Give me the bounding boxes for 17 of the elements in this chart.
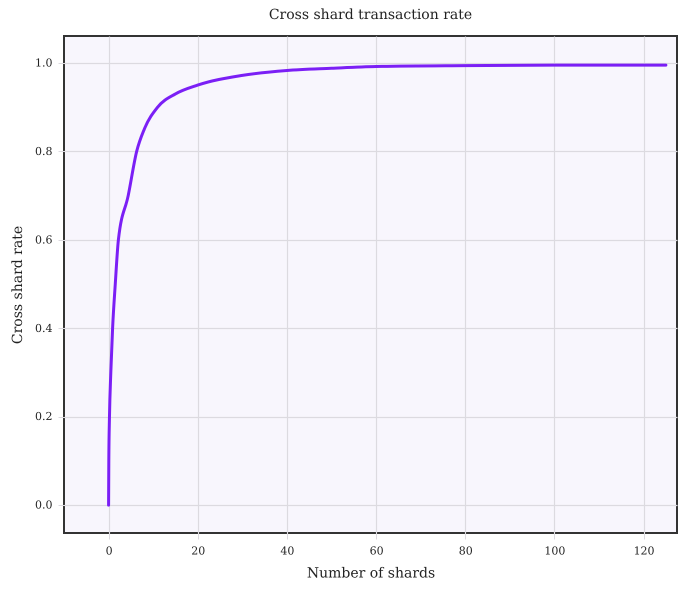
y-axis-title: Cross shard rate <box>10 226 26 344</box>
x-tick-label: 40 <box>280 544 294 558</box>
x-tick-label: 120 <box>634 544 655 558</box>
x-tick-label: 100 <box>544 544 566 558</box>
y-tick-label: 0.2 <box>35 410 52 424</box>
y-tick-label: 0.8 <box>35 144 52 158</box>
chart-title: Cross shard transaction rate <box>268 7 472 23</box>
x-tick-label: 20 <box>191 544 206 558</box>
x-tick-label: 80 <box>458 544 473 558</box>
x-tick-label: 0 <box>106 544 113 558</box>
y-tick-label: 0.0 <box>35 498 52 512</box>
x-axis-title: Number of shards <box>306 566 436 582</box>
line-series <box>107 64 668 507</box>
y-tick-label: 1.0 <box>35 56 52 70</box>
y-tick-label: 0.6 <box>35 233 52 246</box>
x-tick-label: 60 <box>370 544 384 558</box>
y-tick-label: 0.4 <box>35 322 52 335</box>
